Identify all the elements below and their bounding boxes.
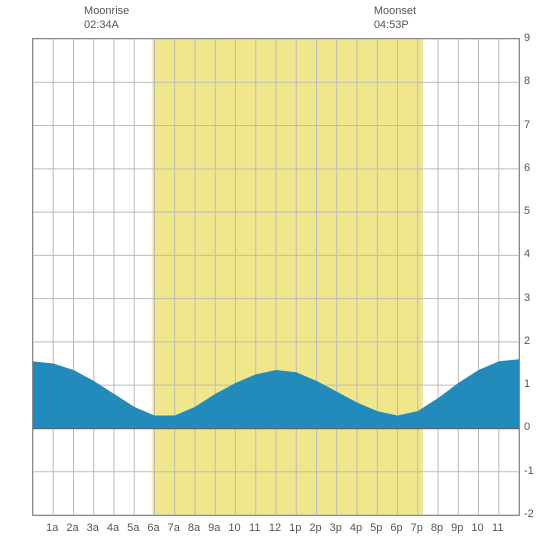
moonrise-label: Moonrise 02:34A bbox=[84, 4, 129, 33]
x-tick-label: 4a bbox=[103, 522, 123, 534]
x-tick-label: 5a bbox=[123, 522, 143, 534]
x-tick-label: 11 bbox=[488, 522, 508, 534]
x-tick-label: 1p bbox=[285, 522, 305, 534]
x-tick-label: 1a bbox=[42, 522, 62, 534]
moonset-time: 04:53P bbox=[374, 18, 416, 32]
x-tick-label: 2a bbox=[63, 522, 83, 534]
x-tick-label: 12 bbox=[265, 522, 285, 534]
x-tick-label: 7a bbox=[164, 522, 184, 534]
x-tick-label: 8p bbox=[427, 522, 447, 534]
y-tick-label: 8 bbox=[524, 75, 544, 87]
x-tick-label: 9p bbox=[447, 522, 467, 534]
y-tick-label: 1 bbox=[524, 378, 544, 390]
daylight-band bbox=[152, 39, 422, 515]
x-tick-label: 10 bbox=[225, 522, 245, 534]
y-tick-label: 0 bbox=[524, 421, 544, 433]
x-tick-label: 4p bbox=[346, 522, 366, 534]
moonrise-time: 02:34A bbox=[84, 18, 129, 32]
tide-chart-wrapper: { "labels": { "moonrise_title": "Moonris… bbox=[0, 0, 550, 550]
y-tick-label: 9 bbox=[524, 32, 544, 44]
x-tick-label: 8a bbox=[184, 522, 204, 534]
x-tick-label: 3p bbox=[326, 522, 346, 534]
x-tick-label: 6p bbox=[387, 522, 407, 534]
x-tick-label: 6a bbox=[144, 522, 164, 534]
y-tick-label: 4 bbox=[524, 248, 544, 260]
y-tick-label: 7 bbox=[524, 119, 544, 131]
moonset-label: Moonset 04:53P bbox=[374, 4, 416, 33]
x-tick-label: 5p bbox=[366, 522, 386, 534]
grid-vertical bbox=[33, 39, 519, 515]
moonrise-title: Moonrise bbox=[84, 4, 129, 18]
x-tick-label: 11 bbox=[245, 522, 265, 534]
moonset-title: Moonset bbox=[374, 4, 416, 18]
x-tick-label: 7p bbox=[407, 522, 427, 534]
y-tick-label: 5 bbox=[524, 205, 544, 217]
y-tick-label: 6 bbox=[524, 162, 544, 174]
y-tick-label: -2 bbox=[524, 508, 544, 520]
tide-chart bbox=[32, 38, 520, 516]
x-tick-label: 9a bbox=[204, 522, 224, 534]
x-tick-label: 3a bbox=[83, 522, 103, 534]
y-tick-label: 3 bbox=[524, 292, 544, 304]
y-tick-label: -1 bbox=[524, 465, 544, 477]
y-tick-label: 2 bbox=[524, 335, 544, 347]
x-tick-label: 2p bbox=[306, 522, 326, 534]
x-tick-label: 10 bbox=[468, 522, 488, 534]
